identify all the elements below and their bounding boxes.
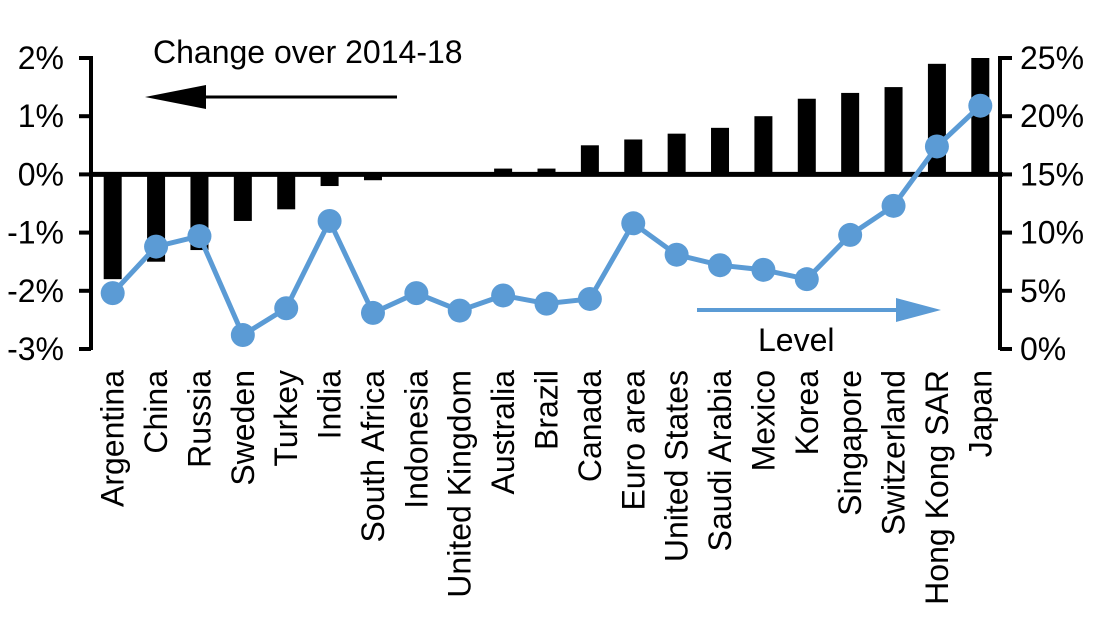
level-point-brazil — [534, 291, 559, 316]
left-axis-tick-label: -3% — [7, 331, 64, 367]
right-series-annotation: Level — [758, 322, 835, 358]
category-label-turkey: Turkey — [268, 370, 304, 467]
level-point-korea — [794, 267, 819, 292]
change-arrow-head-left-icon — [145, 85, 206, 109]
bar-turkey — [277, 174, 296, 210]
category-label-united-states: United States — [659, 370, 695, 562]
bar-australia — [494, 168, 513, 175]
right-axis-tick-label: 25% — [1020, 40, 1084, 76]
category-label-korea: Korea — [789, 370, 825, 456]
bar-brazil — [537, 168, 556, 175]
category-label-euro-area: Euro area — [615, 370, 651, 511]
left-axis-tick-label: -2% — [7, 273, 64, 309]
category-label-india: India — [312, 370, 348, 440]
level-point-canada — [577, 286, 602, 311]
bar-south-africa — [363, 174, 382, 181]
level-point-hong-kong-sar — [924, 134, 949, 159]
category-label-japan: Japan — [962, 370, 998, 457]
level-point-china — [144, 234, 169, 259]
level-arrow-head-right-icon — [896, 298, 941, 322]
category-label-south-africa: South Africa — [355, 370, 391, 543]
bar-sweden — [233, 174, 252, 221]
level-point-sweden — [230, 323, 255, 348]
bar-mexico — [754, 116, 773, 175]
level-point-turkey — [274, 296, 299, 321]
category-label-canada: Canada — [572, 370, 608, 482]
level-point-saudi-arabia — [708, 253, 733, 278]
right-axis-tick-label: 5% — [1020, 273, 1066, 309]
bar-argentina — [103, 174, 122, 280]
category-label-argentina: Argentina — [95, 370, 131, 507]
category-label-switzerland: Switzerland — [876, 370, 912, 535]
bar-india — [320, 174, 339, 187]
right-axis-tick-label: 10% — [1020, 215, 1084, 251]
level-point-south-africa — [360, 300, 385, 325]
category-label-china: China — [138, 370, 174, 454]
bar-euro-area — [624, 139, 643, 175]
category-label-singapore: Singapore — [832, 370, 868, 516]
category-label-indonesia: Indonesia — [398, 370, 434, 509]
level-point-united-kingdom — [447, 298, 472, 323]
right-axis-tick-label: 15% — [1020, 156, 1084, 192]
level-point-india — [317, 208, 342, 233]
level-point-singapore — [838, 222, 863, 247]
bar-switzerland — [884, 87, 903, 175]
level-point-mexico — [751, 257, 776, 282]
category-label-united-kingdom: United Kingdom — [442, 370, 478, 598]
category-label-saudi-arabia: Saudi Arabia — [702, 370, 738, 552]
level-point-united-states — [664, 242, 689, 267]
level-point-japan — [968, 93, 993, 118]
category-label-russia: Russia — [181, 370, 217, 468]
category-label-mexico: Mexico — [745, 370, 781, 471]
left-axis-tick-label: 0% — [18, 156, 64, 192]
bar-united-states — [667, 133, 686, 175]
right-axis-tick-label: 0% — [1020, 331, 1066, 367]
left-series-annotation: Change over 2014-18 — [153, 34, 463, 70]
level-point-switzerland — [881, 193, 906, 218]
bar-saudi-arabia — [711, 127, 730, 175]
left-axis-tick-label: 1% — [18, 98, 64, 134]
category-label-australia: Australia — [485, 370, 521, 495]
left-axis-tick-label: -1% — [7, 215, 64, 251]
left-axis-tick-label: 2% — [18, 40, 64, 76]
level-point-australia — [491, 283, 516, 308]
level-point-argentina — [100, 281, 125, 306]
level-point-euro-area — [621, 211, 646, 236]
category-label-hong-kong-sar: Hong Kong SAR — [919, 370, 955, 605]
bar-singapore — [841, 92, 860, 175]
category-label-sweden: Sweden — [225, 370, 261, 486]
category-label-brazil: Brazil — [529, 370, 565, 450]
bar-korea — [797, 98, 816, 175]
level-point-indonesia — [404, 281, 429, 306]
right-axis-tick-label: 20% — [1020, 98, 1084, 134]
level-point-russia — [187, 224, 212, 249]
bar-canada — [580, 145, 599, 175]
